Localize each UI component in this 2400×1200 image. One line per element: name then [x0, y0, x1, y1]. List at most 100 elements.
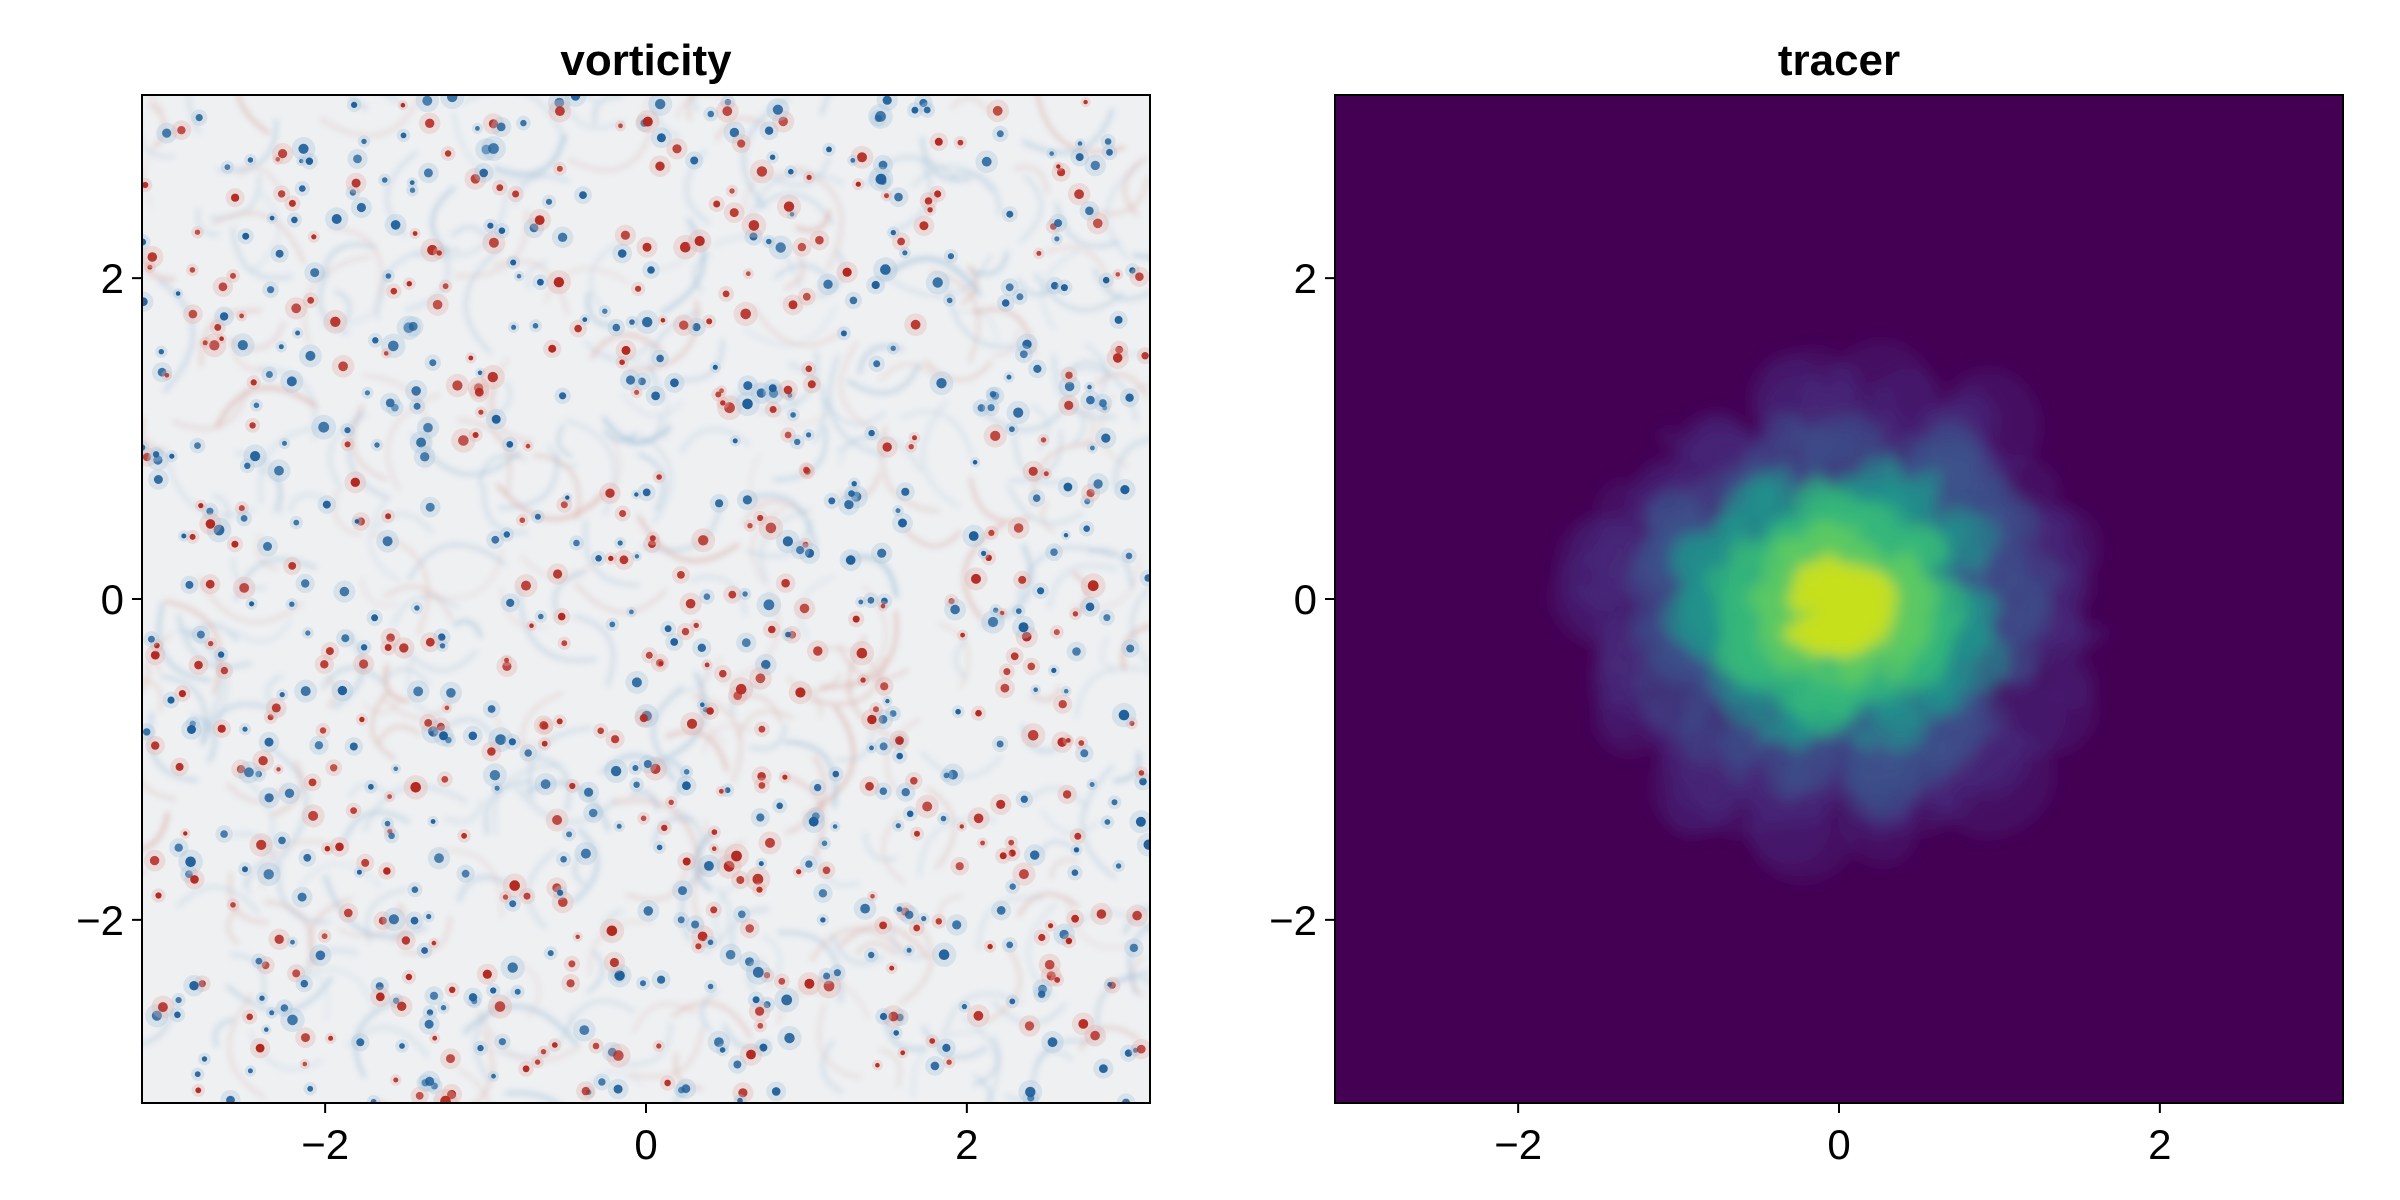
vortex-core	[557, 232, 568, 242]
vortex-core	[424, 719, 433, 727]
vortex-core	[415, 1091, 424, 1100]
vortex-core	[384, 644, 392, 651]
vortex-core	[292, 969, 301, 978]
tracer-patch	[1766, 410, 1802, 449]
vortex-core	[616, 823, 622, 829]
vortex-core	[996, 799, 1006, 810]
vorticity-filament	[487, 358, 527, 462]
vortex-core	[142, 452, 152, 462]
vortex-core	[911, 106, 919, 114]
vorticity-filament	[756, 192, 835, 225]
vortex-core	[461, 869, 470, 878]
vortex-core	[566, 979, 575, 988]
vortex-core	[981, 156, 992, 167]
vortex-core	[1090, 445, 1095, 451]
vortex-core	[291, 216, 298, 224]
vortex-core	[858, 599, 864, 605]
vorticity-filament	[889, 926, 926, 960]
vorticity-filament	[385, 393, 441, 491]
vortex-core	[799, 603, 810, 614]
vortex-core	[185, 856, 196, 868]
vorticity-filament	[383, 664, 410, 704]
vortex-core	[482, 969, 492, 979]
tracer-patch	[1786, 749, 1837, 793]
vortex-core	[756, 813, 765, 822]
vortex-core	[707, 939, 714, 946]
vorticity-filament	[191, 714, 217, 763]
vortex-core	[729, 208, 739, 218]
vortex-core	[1038, 933, 1046, 942]
vortex-core	[532, 323, 539, 329]
vortex-core	[852, 615, 860, 623]
vorticity-filament	[328, 413, 367, 490]
vorticity-filament	[375, 1100, 385, 1103]
tracer-patch	[1820, 582, 1847, 601]
vortex-core	[895, 508, 901, 514]
tracer-patch	[1854, 618, 1878, 640]
vortex-core	[972, 460, 978, 465]
vortex-core	[1038, 990, 1046, 998]
vorticity-filament	[729, 907, 769, 950]
vortex-core	[737, 139, 746, 148]
vortex-core	[150, 650, 160, 660]
vortex-core	[856, 647, 868, 659]
vortex-core	[1085, 206, 1094, 216]
vortex-core	[1033, 364, 1042, 373]
vortex-core	[246, 1013, 253, 1021]
vortex-core	[1143, 839, 1150, 850]
vortex-core	[706, 318, 713, 325]
vorticity-filament	[231, 226, 293, 280]
vortex-core	[757, 514, 764, 522]
vortex-core	[1050, 548, 1058, 556]
vortex-core	[218, 282, 228, 292]
vortex-core	[275, 249, 284, 258]
vorticity-filament	[369, 498, 401, 582]
vortex-core	[350, 477, 360, 487]
vorticity-filament	[1008, 430, 1063, 483]
vorticity-filament	[1013, 435, 1064, 484]
vortex-core	[429, 991, 439, 1000]
vortex-core	[682, 781, 691, 791]
vorticity-filament	[815, 647, 889, 713]
vortex-core	[220, 830, 228, 838]
vorticity-filament	[1041, 249, 1080, 329]
vortex-core	[189, 267, 196, 273]
vortex-core	[820, 917, 826, 923]
vortex-core	[842, 267, 852, 277]
vorticity-filament	[231, 618, 292, 643]
vortex-core	[307, 296, 315, 304]
vortex-core	[507, 962, 518, 973]
vorticity-filament	[1130, 585, 1150, 666]
vortex-core	[783, 385, 793, 395]
vortex-core	[1019, 350, 1028, 359]
vortex-core	[981, 550, 987, 557]
vortex-core	[579, 191, 587, 200]
vortex-core	[545, 198, 553, 205]
vortex-core	[677, 916, 685, 924]
vortex-core	[440, 1095, 451, 1103]
vortex-core	[385, 513, 392, 520]
vortex-core	[619, 359, 625, 366]
vorticity-filament	[142, 780, 177, 801]
vortex-halo	[142, 234, 151, 250]
vorticity-filament	[302, 968, 376, 1012]
vorticity-filament	[945, 274, 1028, 349]
vortex-core	[301, 1033, 310, 1043]
vorticity-filament	[630, 789, 660, 811]
vortex-core	[1020, 795, 1028, 803]
tracer-y-axis: −2 0 2	[1269, 255, 1335, 944]
vortex-core	[263, 869, 274, 880]
vortex-core	[444, 150, 452, 157]
vortex-core	[936, 378, 947, 389]
vortex-core	[255, 957, 263, 965]
vortex-core	[896, 752, 903, 760]
vortex-core	[1064, 381, 1075, 392]
vortex-core	[1008, 839, 1015, 846]
vortex-core	[568, 960, 576, 968]
vortex-core	[525, 443, 531, 449]
vortex-core	[1103, 614, 1111, 622]
vortex-core	[414, 605, 420, 611]
vorticity-filament	[795, 209, 832, 233]
vortex-core	[152, 451, 160, 458]
vortex-core	[875, 1062, 880, 1068]
